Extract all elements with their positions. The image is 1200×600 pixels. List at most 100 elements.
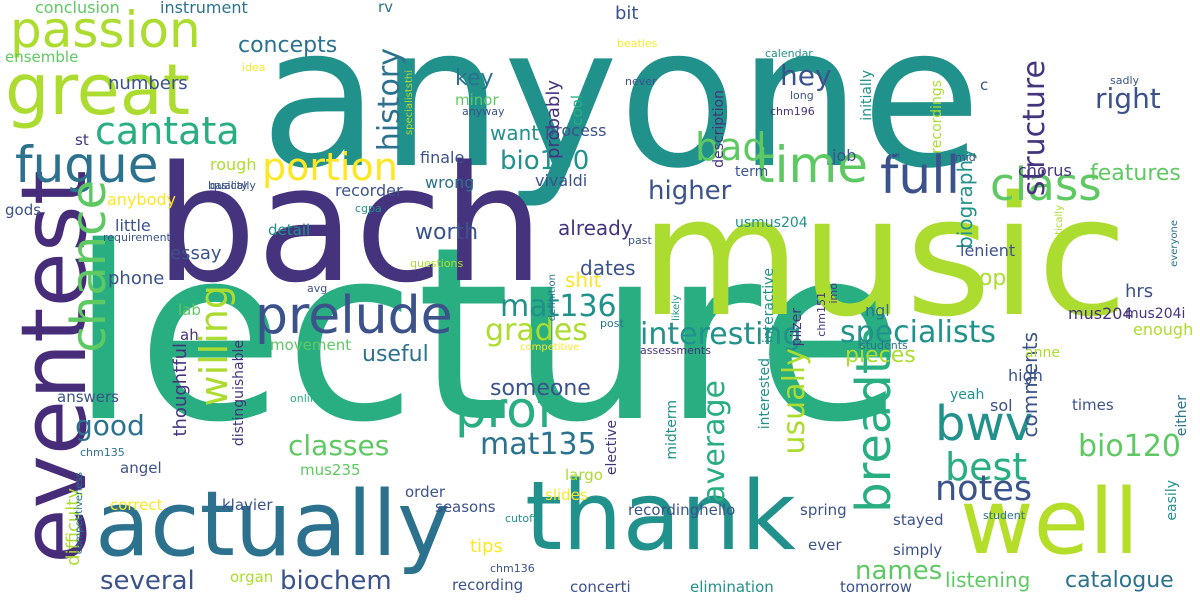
word-vivaldi: vivaldi bbox=[535, 171, 588, 190]
word-tips: tips bbox=[470, 536, 503, 557]
word-everyone: everyone bbox=[1169, 220, 1180, 267]
word-prof: prof bbox=[455, 381, 555, 439]
word-initially: initially bbox=[859, 70, 875, 121]
word-assessments: assessments bbox=[640, 344, 711, 357]
word-post: post bbox=[600, 317, 624, 330]
word-ever: ever bbox=[808, 536, 842, 554]
word-bad: bad bbox=[695, 125, 767, 169]
word-job: job bbox=[832, 146, 857, 165]
word-ensemble: ensemble bbox=[5, 48, 79, 66]
word-realistically: realistically bbox=[1054, 205, 1065, 262]
word-portion: portion bbox=[262, 145, 398, 189]
word-stayed: stayed bbox=[893, 511, 944, 529]
word-cool: cool bbox=[568, 95, 586, 126]
word-avg: avg bbox=[307, 282, 328, 295]
word-wrong: wrong bbox=[425, 173, 475, 192]
word-lecture: lecture bbox=[70, 195, 904, 475]
word-elective: elective bbox=[604, 420, 620, 476]
word-idea: idea bbox=[242, 61, 266, 74]
word-times: times bbox=[1072, 396, 1114, 414]
word-ah: ah bbox=[180, 326, 199, 344]
word-easily: easily bbox=[1164, 480, 1180, 521]
word-prelude: prelude bbox=[255, 286, 453, 346]
word-pieces: pieces bbox=[845, 343, 916, 368]
word-cases: cases bbox=[890, 149, 922, 162]
word-calendar: calendar bbox=[765, 47, 813, 60]
word-right: right bbox=[1095, 82, 1161, 115]
word-mid: mid bbox=[955, 151, 976, 164]
word-usmus204: usmus204 bbox=[735, 215, 808, 231]
word-pilzer: pilzer bbox=[789, 308, 805, 347]
word-well: well bbox=[960, 470, 1139, 575]
word-seasons: seasons bbox=[435, 498, 496, 516]
word-yeah: yeah bbox=[950, 387, 985, 403]
word-time: time bbox=[755, 136, 868, 194]
word-simply: simply bbox=[893, 541, 943, 559]
word-process: process bbox=[545, 121, 607, 140]
word-slides: slides bbox=[545, 486, 588, 504]
word-chm151: chm151 bbox=[815, 292, 828, 337]
word-features: features bbox=[1090, 161, 1181, 186]
word-klavier: klavier bbox=[222, 496, 273, 514]
word-never: never bbox=[625, 75, 657, 88]
word-passion: passion bbox=[10, 1, 201, 59]
word-good: good bbox=[75, 409, 145, 442]
word-concerti: concerti bbox=[570, 578, 631, 596]
word-long: long bbox=[790, 89, 814, 102]
word-angel: angel bbox=[120, 459, 162, 477]
word-requirement: requirement bbox=[103, 231, 171, 244]
word-grades: grades bbox=[485, 313, 588, 348]
word-names: names bbox=[855, 556, 943, 586]
word-tomorrow: tomorrow bbox=[840, 578, 913, 596]
word-movement: movement bbox=[270, 336, 352, 354]
word-cutoff: cutoff bbox=[505, 512, 537, 525]
word-mus204: mus204 bbox=[1068, 304, 1133, 323]
word-gods: gods bbox=[5, 201, 42, 219]
word-already: already bbox=[558, 216, 633, 240]
word-worth: worth bbox=[415, 220, 479, 245]
word-term: term bbox=[735, 164, 769, 180]
word-great: great bbox=[5, 49, 191, 131]
word-imo: imo bbox=[827, 283, 840, 304]
word-basically: basically bbox=[208, 179, 256, 192]
word-want: want bbox=[490, 121, 540, 145]
word-dates: dates bbox=[580, 256, 636, 280]
word-st: st bbox=[75, 131, 89, 149]
word-class: class bbox=[990, 158, 1102, 211]
word-shit: shit bbox=[565, 268, 602, 292]
word-recorder: recorder bbox=[335, 181, 403, 200]
word-bwv: bwv bbox=[935, 396, 1034, 452]
word-detail: detail bbox=[268, 221, 311, 239]
word-thank: thank bbox=[525, 462, 796, 572]
word-notes: notes bbox=[935, 469, 1033, 509]
word-music: music bbox=[640, 161, 1128, 353]
word-instrument: instrument bbox=[160, 0, 248, 17]
word-concepts: concepts bbox=[238, 33, 338, 58]
word-bio120: bio120 bbox=[1078, 429, 1181, 464]
word-biochem: biochem bbox=[280, 566, 392, 596]
word-past: past bbox=[628, 234, 652, 247]
word-definition: definition bbox=[547, 274, 558, 322]
word-lenient: lenient bbox=[960, 241, 1016, 260]
word-full: full bbox=[880, 146, 961, 206]
word-interesting: interesting bbox=[640, 317, 802, 352]
word-hey: hey bbox=[780, 59, 832, 92]
word-cgpa: cgpa bbox=[355, 202, 382, 215]
word-interested: interested bbox=[757, 358, 773, 430]
word-average: average bbox=[697, 380, 732, 503]
word-useful: useful bbox=[362, 342, 429, 367]
word-key: key bbox=[455, 66, 494, 91]
word-order: order bbox=[405, 483, 445, 501]
word-chance: chance bbox=[61, 180, 117, 353]
word-specialists: specialists bbox=[840, 315, 997, 350]
word-usually: usually bbox=[777, 348, 812, 455]
word-likely: likely bbox=[671, 295, 682, 321]
word-student: student bbox=[983, 509, 1026, 522]
word-cantata: cantata bbox=[95, 109, 240, 153]
word-lab: lab bbox=[178, 301, 201, 319]
word-minor: minor bbox=[455, 91, 499, 109]
word-online: online bbox=[290, 392, 324, 405]
word-chorus: chorus bbox=[1018, 161, 1072, 180]
word-spring: spring bbox=[800, 501, 847, 519]
